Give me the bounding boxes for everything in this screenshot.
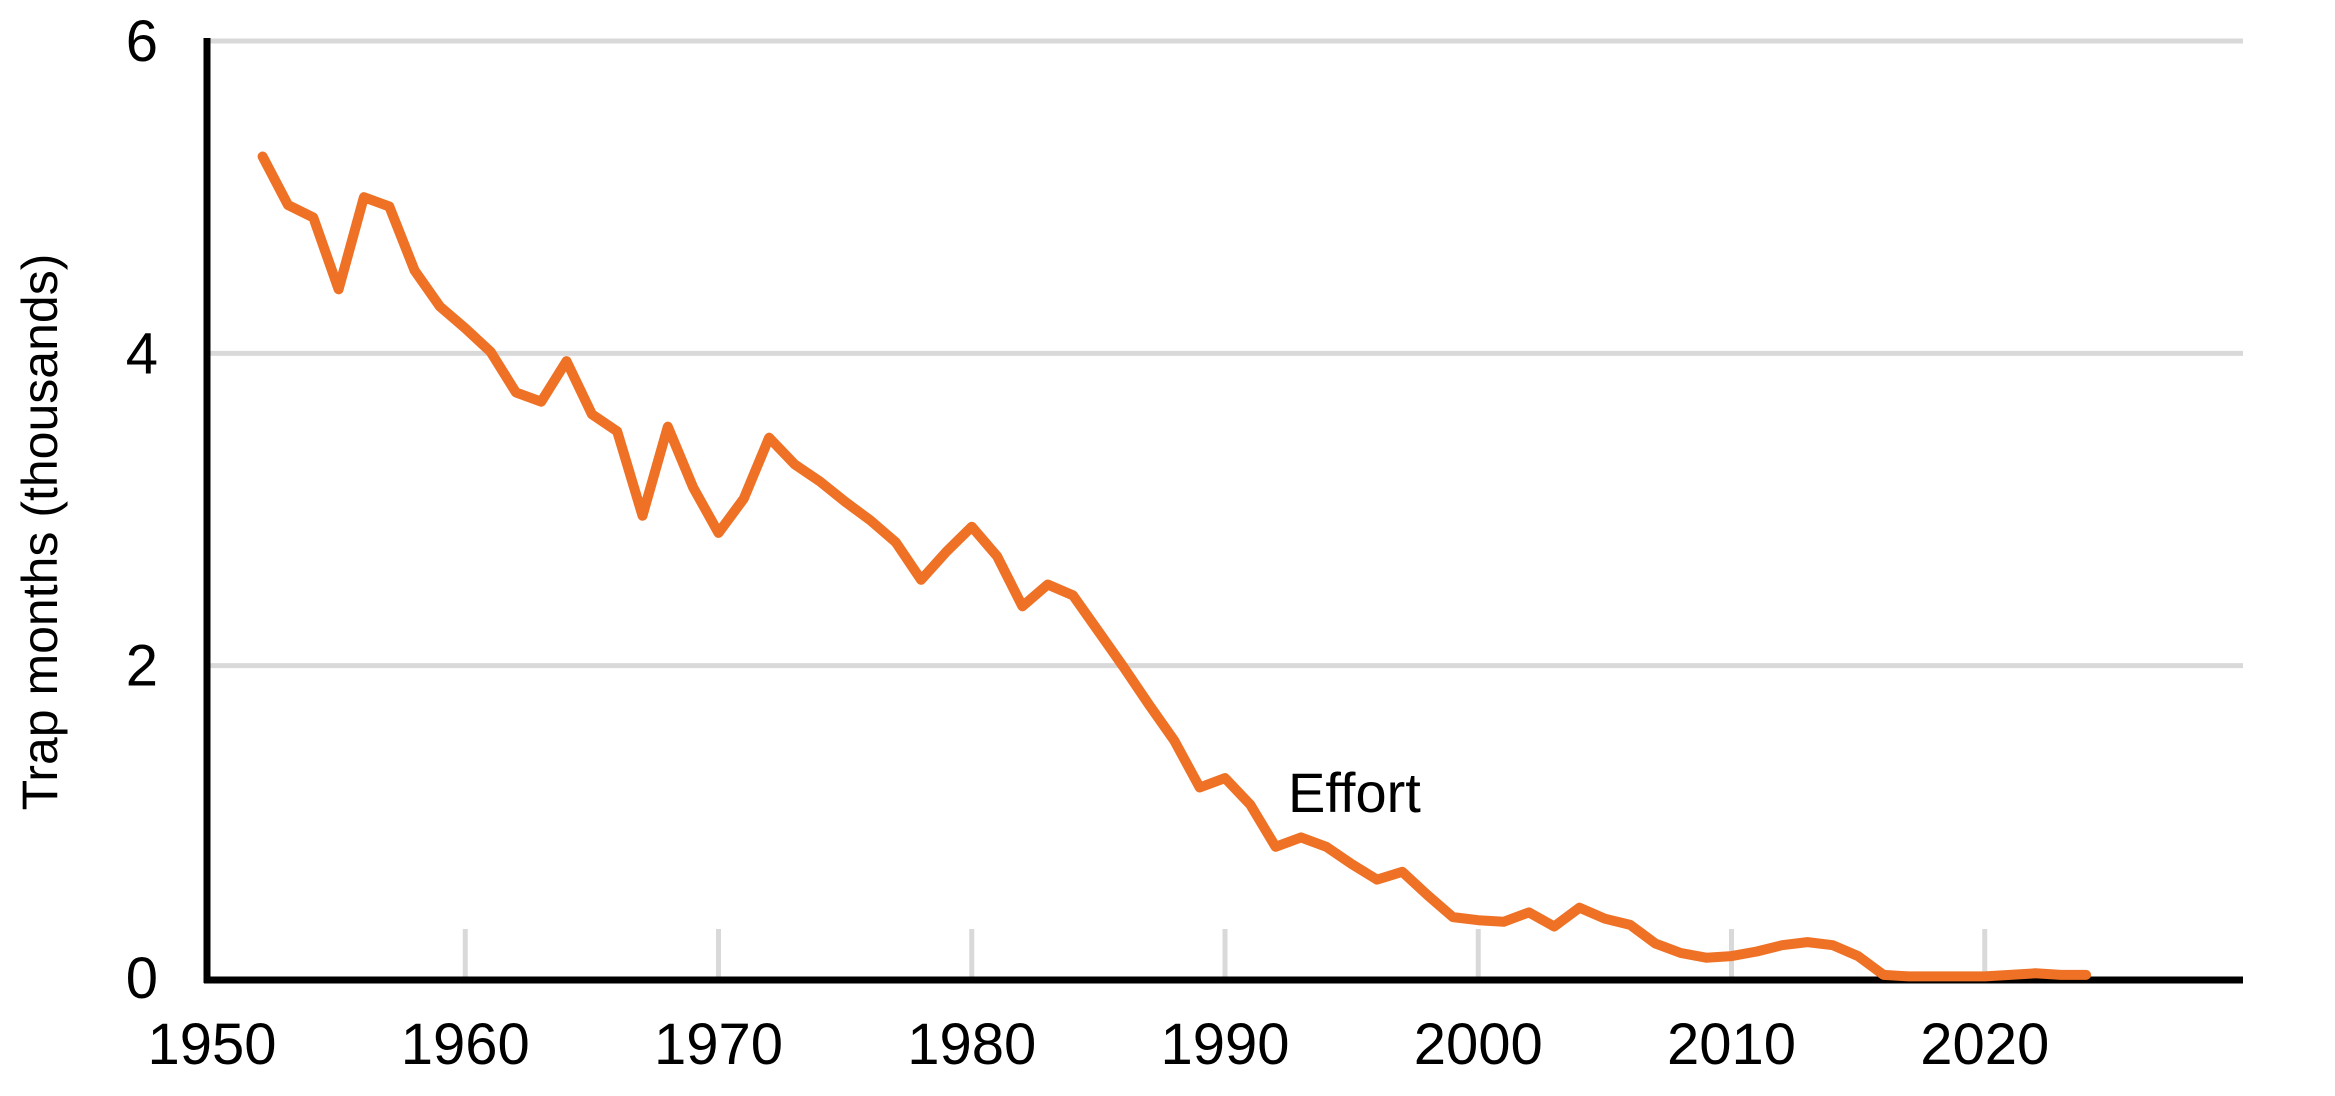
series-label-effort: Effort: [1288, 761, 1421, 824]
y-tick-label: 4: [126, 321, 158, 386]
x-tick-label: 1970: [654, 1012, 783, 1077]
x-tick-label: 2020: [1920, 1012, 2049, 1077]
y-tick-label: 2: [126, 634, 158, 699]
gridlines: [207, 38, 2243, 669]
x-tick-label: 1980: [907, 1012, 1036, 1077]
y-axis-title: Trap months (thousands): [12, 254, 68, 811]
x-tick-label: 2010: [1667, 1012, 1796, 1077]
x-tick-labels: 1950 1960 1970 1980 1990 2000 2010 2020: [147, 1012, 2049, 1077]
y-tick-labels: 0 2 4 6: [126, 9, 158, 1011]
x-tick-label: 1960: [401, 1012, 530, 1077]
x-tick-label: 2000: [1414, 1012, 1543, 1077]
y-tick-label: 0: [126, 946, 158, 1011]
x-tick-label: 1990: [1160, 1012, 1289, 1077]
x-tick-label: 1950: [147, 1012, 276, 1077]
y-tick-label: 6: [126, 9, 158, 74]
effort-series-line: [257, 151, 2092, 982]
